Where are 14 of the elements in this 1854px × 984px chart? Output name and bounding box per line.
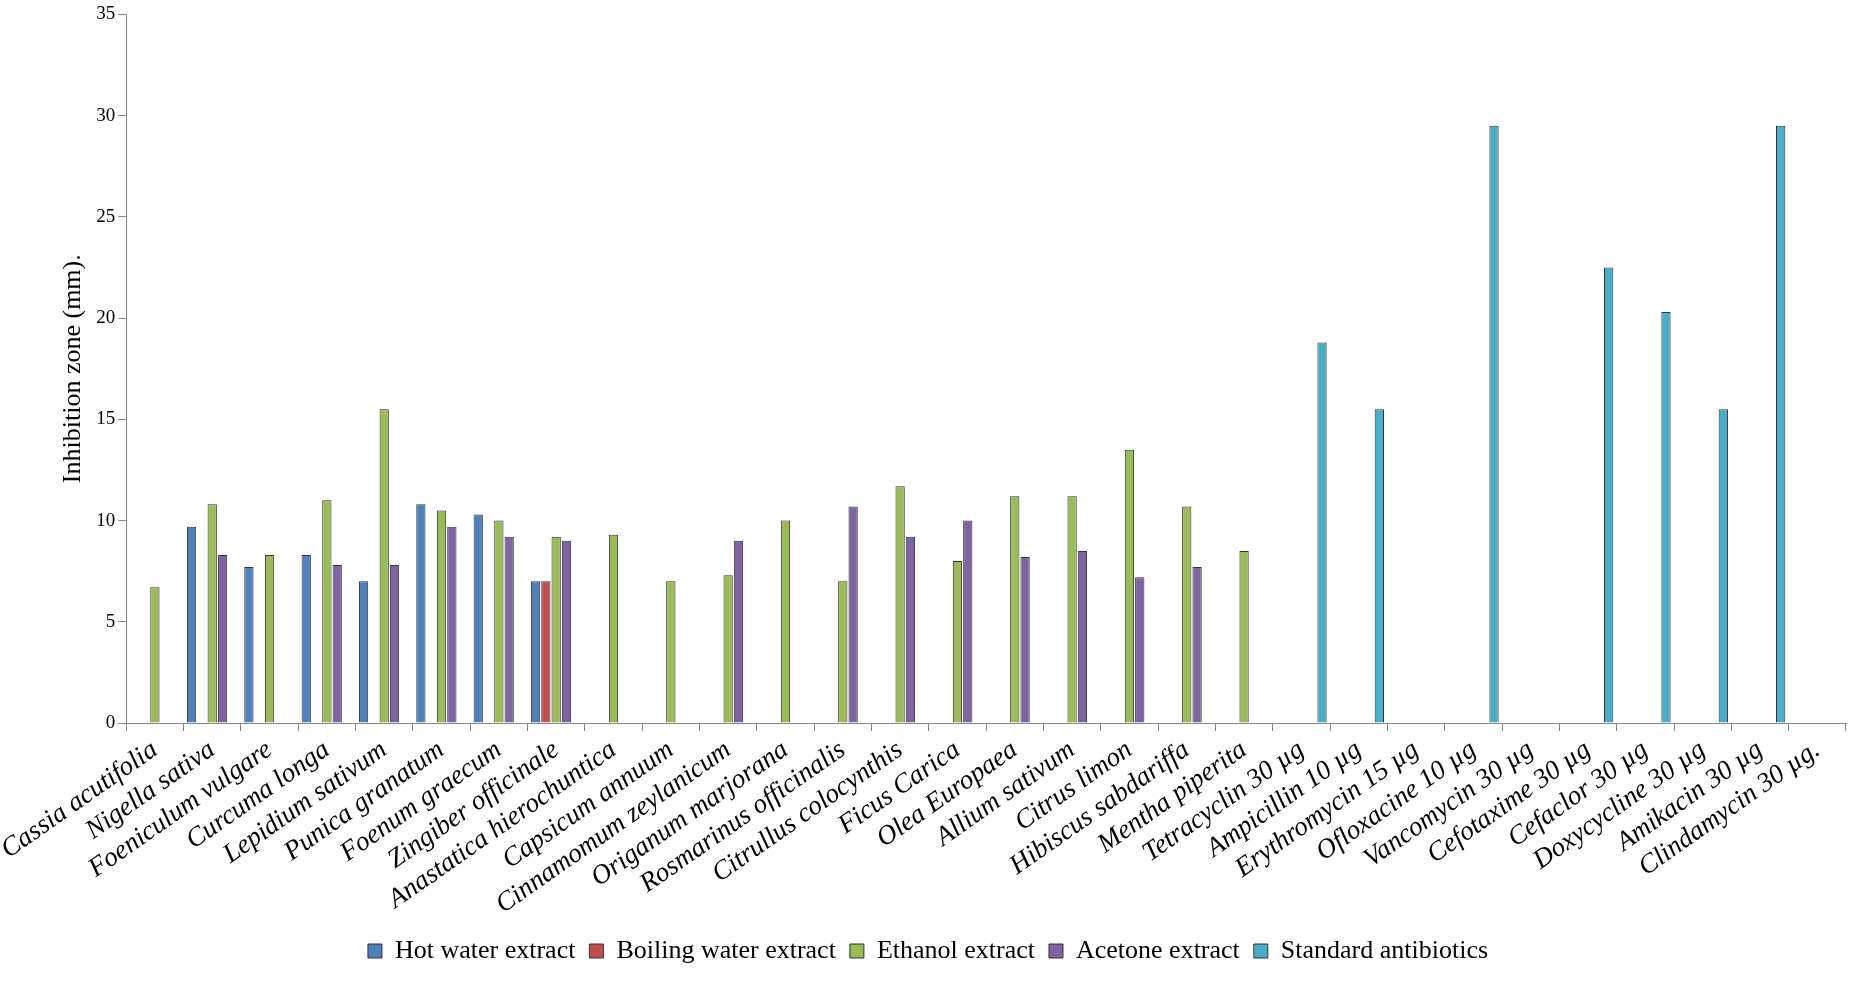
legend-label: Standard antibiotics (1280, 934, 1489, 964)
y-tick-label: 0 (105, 711, 116, 733)
y-tick-label: 10 (96, 508, 116, 530)
legend-label: Acetone extract (1075, 934, 1241, 964)
legend-label: Ethanol extract (876, 934, 1036, 964)
y-axis-title: Inhibition zone (mm). (57, 254, 87, 484)
y-tick-label: 15 (96, 407, 116, 429)
y-tick-label: 30 (96, 103, 116, 125)
y-tick-label: 25 (96, 204, 116, 226)
y-tick-label: 35 (96, 2, 116, 24)
y-tick-label: 20 (96, 306, 116, 328)
legend-label: Hot water extract (394, 934, 577, 964)
legend-label: Boiling water extract (616, 934, 837, 964)
y-tick-label: 5 (105, 609, 116, 631)
